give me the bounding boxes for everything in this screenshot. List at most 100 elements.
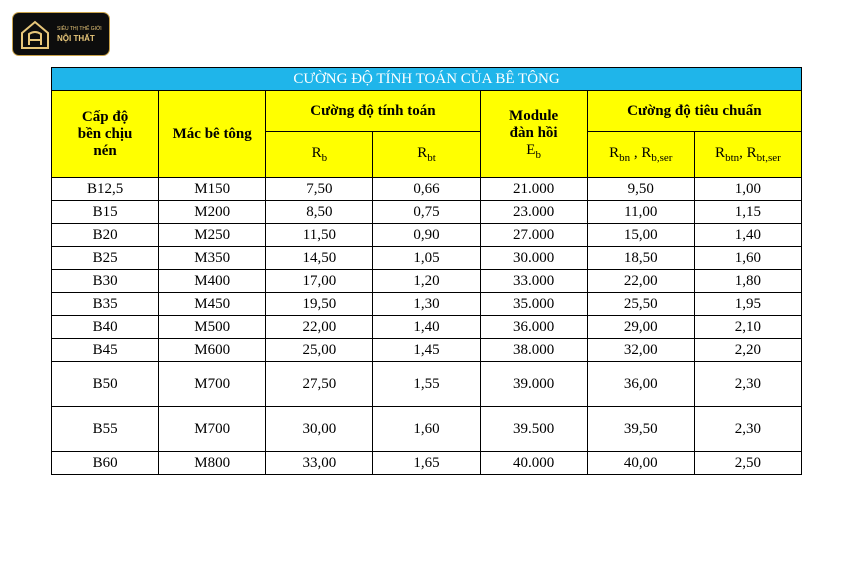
cell: 1,60 (372, 406, 481, 452)
cell: M700 (158, 361, 267, 407)
cell: 30,00 (265, 406, 374, 452)
cell: M200 (158, 200, 267, 224)
cell: 1,95 (693, 292, 803, 316)
cell: B15 (50, 200, 160, 224)
cell: 39,50 (586, 406, 695, 452)
cell: 7,50 (265, 177, 374, 201)
cell: B45 (50, 338, 160, 362)
cell: M150 (158, 177, 267, 201)
cell: 1,00 (693, 177, 803, 201)
cell: 1,30 (372, 292, 481, 316)
table-row: B12,5 M150 7,50 0,66 21.000 9,50 1,00 (50, 177, 803, 201)
cell: 17,00 (265, 269, 374, 293)
logo-text: SIÊU THỊ THẾ GIỚI (57, 26, 102, 32)
cell: B55 (50, 406, 160, 452)
symbol: , R (739, 145, 757, 161)
cell: 36,00 (586, 361, 695, 407)
cell: 32,00 (586, 338, 695, 362)
cell: M700 (158, 406, 267, 452)
header-cell: Cường độ tính toán (265, 90, 481, 132)
symbol: E (526, 141, 536, 158)
subscript: bt (427, 152, 436, 164)
cell: 8,50 (265, 200, 374, 224)
cell: 1,60 (693, 246, 803, 270)
header-cell: Cấp độ bền chịu nén (50, 90, 160, 178)
subscript: bt,ser (756, 152, 781, 164)
table-row: B35 M450 19,50 1,30 35.000 25,50 1,95 (50, 292, 803, 316)
cell: 14,50 (265, 246, 374, 270)
header-text: Module đàn hồi (509, 107, 559, 141)
cell: M450 (158, 292, 267, 316)
cell: 1,65 (372, 451, 481, 475)
cell: M500 (158, 315, 267, 339)
cell: M600 (158, 338, 267, 362)
cell: 40.000 (479, 451, 588, 475)
cell: 25,50 (586, 292, 695, 316)
sub-header-cell: Rbn , Rb,ser (586, 131, 695, 178)
cell: 15,00 (586, 223, 695, 247)
cell: B35 (50, 292, 160, 316)
table-title: CƯỜNG ĐỘ TÍNH TOÁN CỦA BÊ TÔNG (51, 67, 802, 91)
cell: B30 (50, 269, 160, 293)
cell: B12,5 (50, 177, 160, 201)
symbol: R (311, 145, 322, 161)
cell: 1,45 (372, 338, 481, 362)
cell: 1,55 (372, 361, 481, 407)
symbol: , R (630, 145, 652, 161)
cell: M400 (158, 269, 267, 293)
cell: 22,00 (265, 315, 374, 339)
cell: 33.000 (479, 269, 588, 293)
logo[interactable]: SIÊU THỊ THẾ GIỚI NỘI THẤT (12, 12, 110, 56)
cell: 1,40 (372, 315, 481, 339)
cell: 0,66 (372, 177, 481, 201)
table-row: B45 M600 25,00 1,45 38.000 32,00 2,20 (50, 338, 803, 362)
cell: 0,75 (372, 200, 481, 224)
cell: M800 (158, 451, 267, 475)
cell: 39.500 (479, 406, 588, 452)
cell: 29,00 (586, 315, 695, 339)
table-row: B20 M250 11,50 0,90 27.000 15,00 1,40 (50, 223, 803, 247)
table-row: B30 M400 17,00 1,20 33.000 22,00 1,80 (50, 269, 803, 293)
cell: 1,05 (372, 246, 481, 270)
symbol: R (417, 145, 428, 161)
cell: 1,80 (693, 269, 803, 293)
cell: B20 (50, 223, 160, 247)
header-cell: Module đàn hồi Eb (479, 90, 588, 178)
header-cell: Cường độ tiêu chuẩn (586, 90, 803, 132)
concrete-table: CƯỜNG ĐỘ TÍNH TOÁN CỦA BÊ TÔNG Cấp độ bề… (50, 67, 803, 475)
sub-header-cell: Rbtn, Rbt,ser (693, 131, 803, 178)
cell: 18,50 (586, 246, 695, 270)
table-row: B15 M200 8,50 0,75 23.000 11,00 1,15 (50, 200, 803, 224)
cell: 27.000 (479, 223, 588, 247)
cell: 2,30 (693, 406, 803, 452)
cell: 2,30 (693, 361, 803, 407)
subscript: b,ser (651, 152, 673, 164)
cell: 40,00 (586, 451, 695, 475)
sub-header-cell: Rb (265, 131, 374, 178)
subscript: bn (619, 152, 631, 164)
cell: 19,50 (265, 292, 374, 316)
cell: 2,20 (693, 338, 803, 362)
cell: 2,10 (693, 315, 803, 339)
table-row: B25 M350 14,50 1,05 30.000 18,50 1,60 (50, 246, 803, 270)
cell: 1,40 (693, 223, 803, 247)
header-symbol: Eb (481, 142, 587, 161)
cell: 39.000 (479, 361, 588, 407)
cell: B60 (50, 451, 160, 475)
cell: 27,50 (265, 361, 374, 407)
cell: 11,50 (265, 223, 374, 247)
subscript: btn (725, 152, 740, 164)
cell: 33,00 (265, 451, 374, 475)
table-row: B40 M500 22,00 1,40 36.000 29,00 2,10 (50, 315, 803, 339)
cell: 0,90 (372, 223, 481, 247)
cell: 36.000 (479, 315, 588, 339)
sub-header-cell: Rbt (372, 131, 481, 178)
cell: M250 (158, 223, 267, 247)
symbol: R (715, 145, 726, 161)
cell: B40 (50, 315, 160, 339)
table-row: B60 M800 33,00 1,65 40.000 40,00 2,50 (50, 451, 803, 475)
cell: 22,00 (586, 269, 695, 293)
cell: 25,00 (265, 338, 374, 362)
cell: B50 (50, 361, 160, 407)
